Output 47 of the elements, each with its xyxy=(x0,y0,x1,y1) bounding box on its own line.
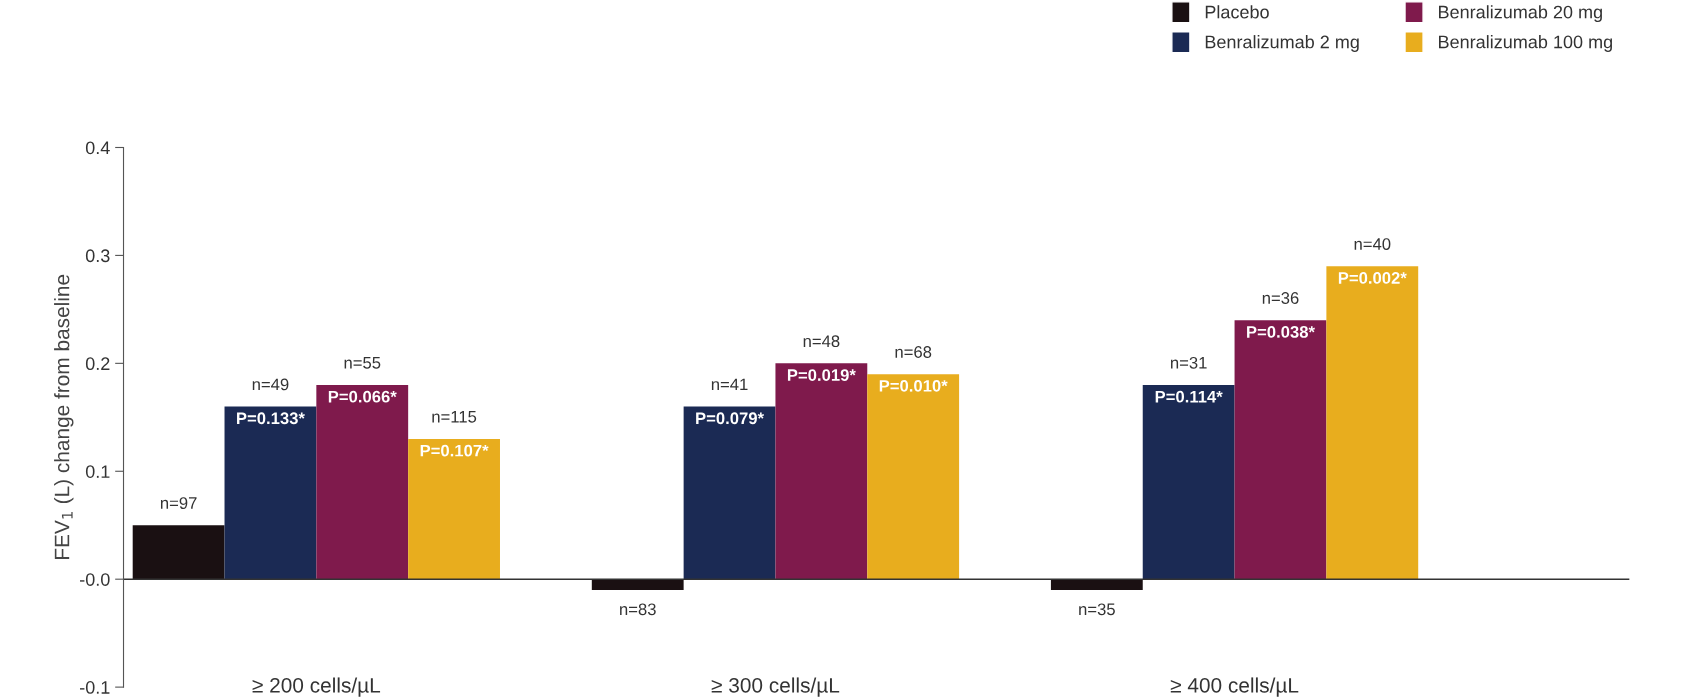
y-tick-label: 0.1 xyxy=(85,465,110,478)
legend-label: Benralizumab 20 mg xyxy=(1439,5,1602,23)
annotation: P=0.079* xyxy=(696,412,765,425)
legend-label: Benralizumab 2 mg xyxy=(1205,35,1359,52)
bar xyxy=(224,406,317,580)
y-tick-label: 0.2 xyxy=(85,357,110,371)
annotation: n=68 xyxy=(895,346,932,358)
annotation: n=49 xyxy=(252,378,289,391)
bar xyxy=(683,406,776,580)
bar xyxy=(1142,384,1235,580)
annotation: n=31 xyxy=(1170,356,1207,369)
annotation: n=35 xyxy=(1079,603,1115,616)
annotation: P=0.066* xyxy=(328,390,397,403)
legend-label: Placebo xyxy=(1205,5,1269,19)
x-tick-label: ≥ 400 cells/µL xyxy=(1170,677,1299,697)
x-tick-label: ≥ 200 cells/µL xyxy=(252,677,381,697)
annotation: n=97 xyxy=(160,497,197,509)
y-tick-label: 0.3 xyxy=(85,249,110,263)
bar xyxy=(1234,320,1327,580)
y-tick-label: -0.1 xyxy=(80,681,110,694)
annotation: n=83 xyxy=(620,603,656,616)
bar xyxy=(132,525,225,580)
annotation: n=48 xyxy=(803,335,840,348)
legend-label: Benralizumab 100 mg xyxy=(1439,35,1612,52)
bar xyxy=(775,363,868,580)
y-tick-label: -0.0 xyxy=(80,573,110,586)
annotation: n=40 xyxy=(1354,238,1391,250)
annotation: n=41 xyxy=(711,378,748,391)
bar xyxy=(408,438,500,580)
annotation: P=0.010* xyxy=(879,379,948,392)
annotation: P=0.114* xyxy=(1155,390,1223,403)
annotation: n=115 xyxy=(432,411,477,423)
bar xyxy=(591,579,684,590)
annotation: P=0.107* xyxy=(420,444,489,457)
bar xyxy=(316,384,409,580)
bar xyxy=(1050,579,1143,590)
annotation: n=36 xyxy=(1262,292,1299,304)
y-axis-title: FEV$_{1}$ (L) change from baseline xyxy=(54,274,74,560)
x-tick-label: ≥ 300 cells/µL xyxy=(711,677,840,697)
bar xyxy=(1326,266,1419,580)
annotation: P=0.019* xyxy=(787,369,856,381)
bar xyxy=(867,374,960,580)
annotation: P=0.133* xyxy=(237,412,305,425)
annotation: P=0.038* xyxy=(1247,326,1315,338)
annotation: n=55 xyxy=(344,357,381,369)
annotation: P=0.002* xyxy=(1338,272,1407,284)
y-tick-label: 0.4 xyxy=(85,141,110,155)
